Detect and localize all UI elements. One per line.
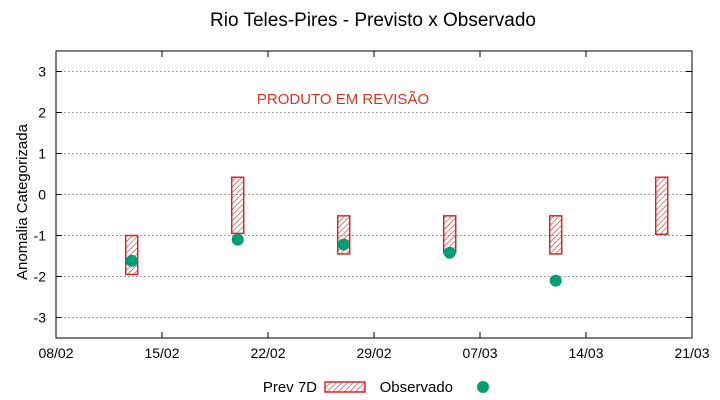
observado-point (443, 246, 456, 259)
chart-title: Rio Teles-Pires - Previsto x Observado (210, 10, 536, 31)
prev-7d-box (654, 176, 669, 236)
observado-point (549, 274, 562, 287)
observado-point (125, 254, 138, 267)
observado-point (337, 238, 350, 251)
x-tick-label: 14/03 (568, 345, 603, 361)
grid-lines (56, 71, 692, 318)
prev-7d-series (124, 176, 669, 276)
x-tick-label: 29/02 (356, 345, 391, 361)
y-tick-label: 2 (38, 105, 46, 121)
y-axis: -3 -2 -1 0 1 2 3 (34, 64, 692, 326)
observado-series (125, 233, 562, 287)
x-tick-label: 21/03 (674, 345, 709, 361)
y-tick-label: -3 (34, 310, 47, 326)
x-tick-label: 07/03 (462, 345, 497, 361)
y-tick-label: -2 (34, 269, 47, 285)
x-axis: 08/02 15/02 22/02 29/02 07/03 14/03 21/03 (38, 51, 710, 361)
y-tick-label: 3 (38, 64, 46, 80)
annotation-text: PRODUTO EM REVISÃO (257, 91, 429, 108)
prev-7d-box (548, 215, 563, 255)
legend-swatch-prev-7d (324, 381, 366, 393)
observado-point (231, 233, 244, 246)
legend-label-prev-7d: Prev 7D (263, 379, 317, 396)
x-tick-label: 22/02 (250, 345, 285, 361)
y-tick-label: 0 (38, 187, 46, 203)
legend-swatch-observado (477, 381, 489, 393)
legend-label-observado: Observado (380, 379, 453, 396)
y-tick-label: 1 (38, 146, 46, 162)
y-axis-title: Anomalia Categorizada (14, 123, 31, 280)
x-tick-label: 08/02 (38, 345, 73, 361)
prev-7d-box (230, 176, 245, 235)
y-tick-label: -1 (34, 228, 47, 244)
legend: Prev 7D Observado (263, 379, 489, 396)
x-tick-label: 15/02 (144, 345, 179, 361)
